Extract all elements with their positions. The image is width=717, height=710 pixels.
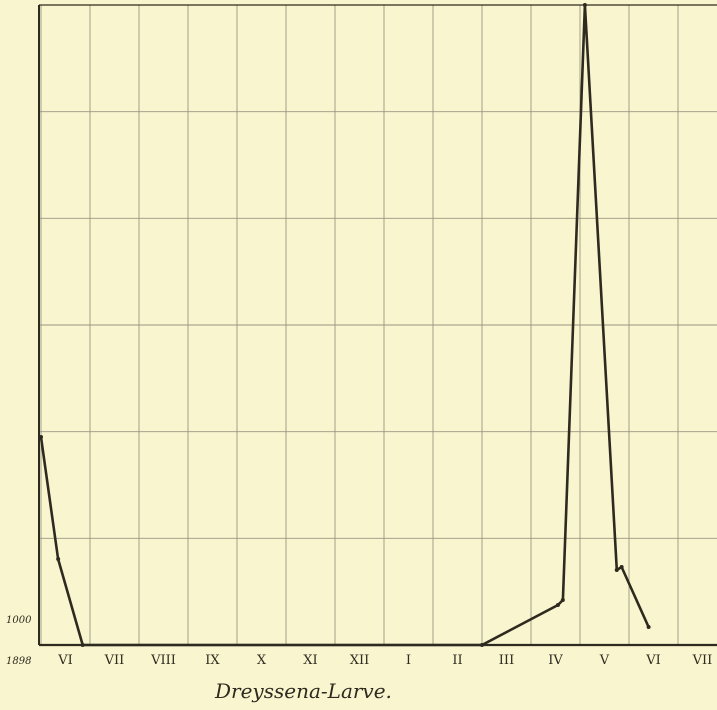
x-tick-label: X xyxy=(257,653,267,668)
x-tick-label: VIII xyxy=(150,653,176,668)
data-point xyxy=(80,643,85,647)
data-point xyxy=(619,565,624,569)
data-point xyxy=(646,625,651,629)
x-tick-label: IV xyxy=(548,653,563,668)
data-point xyxy=(39,435,43,439)
x-tick-label: II xyxy=(452,653,462,668)
x-tick-label: VII xyxy=(104,653,125,668)
x-tick-label: V xyxy=(599,653,610,668)
x-tick-label: VII xyxy=(692,653,713,668)
series-layer xyxy=(39,3,651,647)
y-tick-label: 1000 xyxy=(6,615,32,626)
x-tick-label: XI xyxy=(303,653,317,668)
x-tick-labels: VI VII VIII IX X XI XII I II III IV V VI VII xyxy=(57,653,712,668)
chart-title: Dreyssena-Larve. xyxy=(214,679,392,703)
x-tick-label: IX xyxy=(205,653,220,668)
x-tick-label: XII xyxy=(350,653,370,668)
x-tick-label: VI xyxy=(57,653,73,668)
data-point xyxy=(555,603,560,607)
x-tick-label: III xyxy=(499,653,514,668)
data-point xyxy=(582,3,587,7)
data-point xyxy=(560,598,565,602)
data-point xyxy=(56,557,61,561)
data-point xyxy=(480,643,484,647)
series-line xyxy=(39,3,650,647)
data-point xyxy=(614,568,619,572)
year-label: 1898 xyxy=(6,656,31,667)
x-tick-label: VI xyxy=(645,653,661,668)
x-tick-label: I xyxy=(406,653,411,668)
